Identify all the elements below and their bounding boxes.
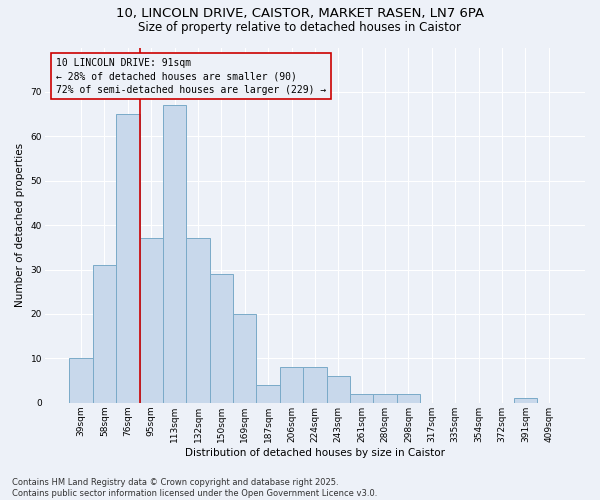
Bar xyxy=(373,394,397,403)
Bar xyxy=(350,394,373,403)
Bar xyxy=(116,114,140,403)
Bar xyxy=(70,358,93,403)
Bar xyxy=(303,368,326,403)
Bar xyxy=(209,274,233,403)
Bar xyxy=(93,265,116,403)
Bar xyxy=(280,368,303,403)
Bar xyxy=(397,394,420,403)
Text: Contains HM Land Registry data © Crown copyright and database right 2025.
Contai: Contains HM Land Registry data © Crown c… xyxy=(12,478,377,498)
Bar xyxy=(514,398,537,403)
Text: 10, LINCOLN DRIVE, CAISTOR, MARKET RASEN, LN7 6PA: 10, LINCOLN DRIVE, CAISTOR, MARKET RASEN… xyxy=(116,8,484,20)
Bar xyxy=(256,385,280,403)
Bar xyxy=(326,376,350,403)
Bar xyxy=(163,105,187,403)
Y-axis label: Number of detached properties: Number of detached properties xyxy=(15,143,25,307)
Text: 10 LINCOLN DRIVE: 91sqm
← 28% of detached houses are smaller (90)
72% of semi-de: 10 LINCOLN DRIVE: 91sqm ← 28% of detache… xyxy=(56,58,326,94)
Bar xyxy=(233,314,256,403)
Bar xyxy=(140,238,163,403)
X-axis label: Distribution of detached houses by size in Caistor: Distribution of detached houses by size … xyxy=(185,448,445,458)
Bar xyxy=(187,238,209,403)
Text: Size of property relative to detached houses in Caistor: Size of property relative to detached ho… xyxy=(139,21,461,34)
